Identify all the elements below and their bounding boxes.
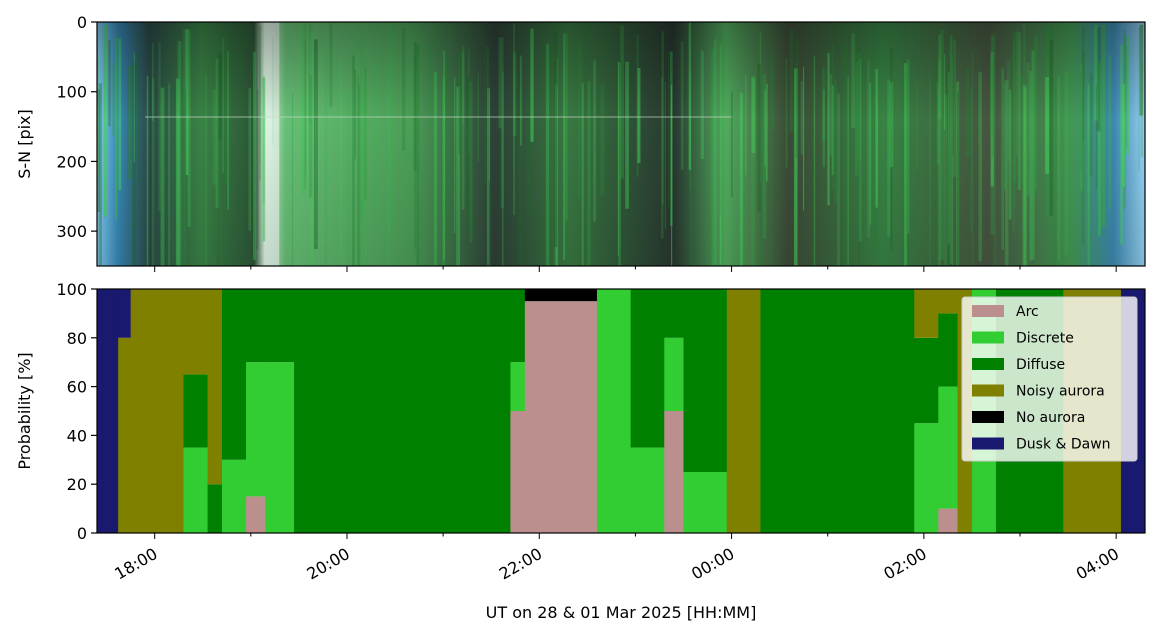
area-segment [118,337,132,533]
area-segment [207,289,223,485]
legend-label: Arc [1016,304,1039,320]
keogram-x-axis [154,266,1117,272]
legend-label: Dusk & Dawn [1016,437,1111,453]
area-segment [683,472,728,533]
area-segment [938,313,959,387]
area-segment [726,289,761,533]
legend-box [961,296,1138,462]
area-segment [630,447,665,533]
area-segment [207,484,223,533]
keogram-ylabel: S-N [pix] [15,109,34,179]
area-segment [664,289,684,338]
keogram-y-axis: 0 100 200 300 [56,13,97,241]
legend-swatch [972,411,1004,423]
area-segment [596,289,632,533]
area-segment [97,289,119,533]
probability-areas [97,289,1145,533]
area-segment [221,289,247,460]
legend: Arc Discrete Diffuse Noisy aurora No aurora D… [961,296,1138,462]
area-segment [914,423,939,533]
legend-swatch [972,331,1004,344]
legend-label: No aurora [1016,410,1085,426]
probability-xtick-label: 20:00 [304,544,353,584]
area-segment [760,289,915,533]
area-segment [938,386,959,509]
probability-frame [96,288,1146,534]
probability-xlabel: UT on 28 & 01 Mar 2025 [HH:MM] [486,603,757,622]
area-segment [510,289,526,363]
legend-label: Discrete [1016,331,1074,347]
legend-swatch [972,305,1004,317]
area-segment [294,289,511,533]
keogram-frame [96,21,1146,267]
area-segment [183,374,209,448]
probability-y-axis: 0 20 40 60 80 100 [56,280,97,543]
probability-ylabel: Probability [%] [15,352,34,469]
probability-ytick-label: 100 [56,280,87,299]
area-segment [265,362,295,533]
area-segment [664,337,684,411]
legend-label: Diffuse [1016,357,1065,373]
legend-swatch [972,358,1004,370]
probability-xtick-label: 18:00 [111,544,160,584]
keogram-ytick-label: 0 [77,13,87,32]
probability-ytick-label: 80 [67,329,87,348]
area-segment [183,289,209,375]
area-segment [683,289,728,472]
area-segment [938,289,959,314]
area-segment [510,362,526,411]
area-segment [938,508,959,533]
area-segment [630,289,665,448]
area-segment [664,411,684,533]
area-segment [265,289,295,363]
keogram-ytick-label: 300 [56,222,87,241]
probability-ytick-label: 40 [67,426,87,445]
probability-xtick-label: 00:00 [688,544,737,584]
area-segment [118,289,132,338]
probability-xtick-label: 22:00 [496,544,545,584]
keogram-ytick-label: 100 [56,83,87,102]
legend-swatch [972,384,1004,397]
area-segment [246,496,266,533]
area-segment [183,447,209,533]
keogram-panel: 0 100 200 300 S-N [pix] [15,13,1146,272]
area-segment [914,289,939,338]
legend-label: Noisy aurora [1016,384,1105,400]
keogram-ytick-label: 200 [56,152,87,171]
probability-panel: 0 20 40 60 80 100 18:00 20:00 22:00 00:00 02:00 04… [15,280,1146,622]
area-segment [524,301,598,533]
probability-x-axis: 18:00 20:00 22:00 00:00 02:00 04:00 [111,533,1122,584]
probability-ytick-label: 20 [67,475,87,494]
probability-ytick-label: 60 [67,378,87,397]
area-segment [130,289,185,533]
area-segment [524,289,598,302]
area-segment [221,459,247,533]
keogram-shade [97,22,1145,266]
area-segment [510,411,526,533]
probability-xtick-label: 04:00 [1073,544,1122,584]
area-segment [914,337,939,424]
probability-xtick-label: 02:00 [880,544,929,584]
area-segment [246,362,266,497]
area-segment [246,289,266,363]
probability-ytick-label: 0 [77,524,87,543]
legend-swatch [972,437,1004,450]
